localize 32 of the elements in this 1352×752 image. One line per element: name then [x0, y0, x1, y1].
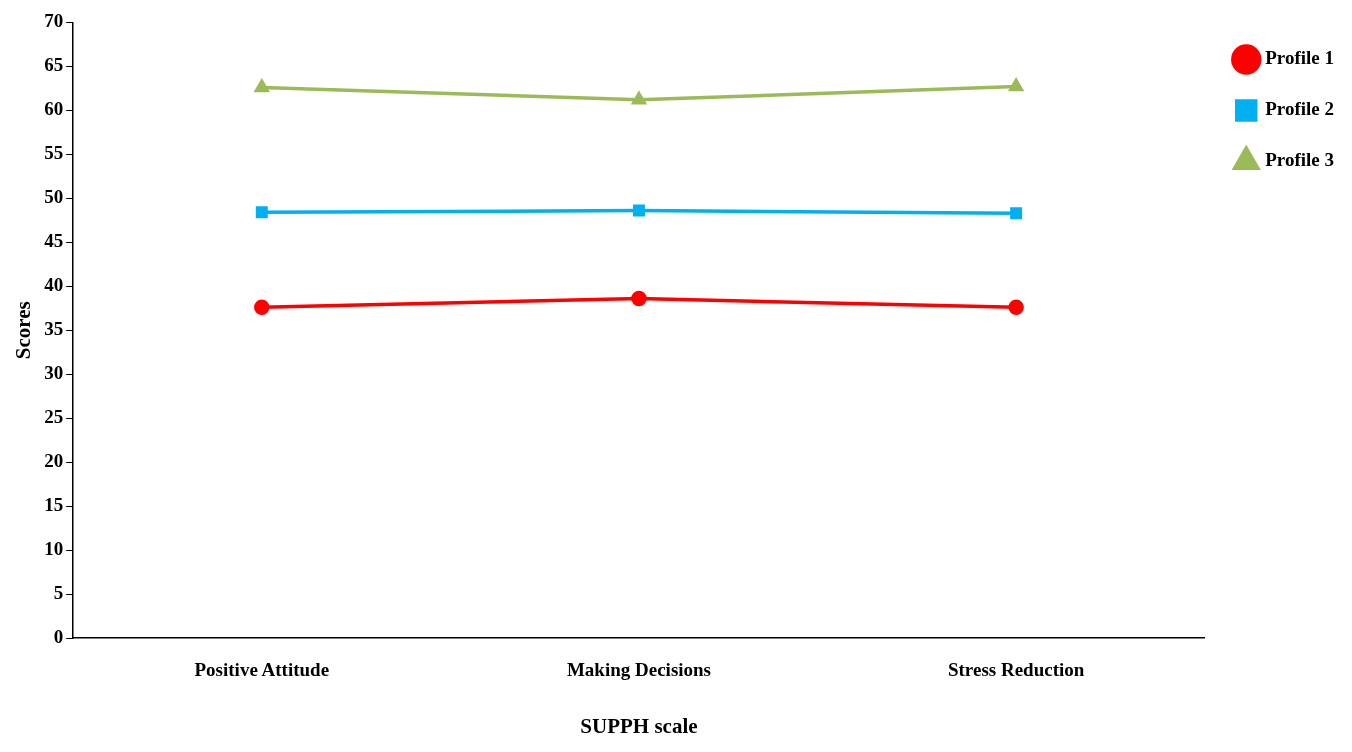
- point: [632, 204, 645, 217]
- point: [1009, 78, 1024, 92]
- point: [632, 92, 646, 105]
- y-tick-label: 40: [44, 274, 64, 296]
- point: [254, 79, 269, 93]
- y-tick-label: 55: [44, 142, 64, 164]
- legend-label: Profile 1: [1265, 47, 1334, 69]
- y-tick-label: 15: [44, 493, 64, 515]
- y-tick-label: 30: [44, 362, 64, 384]
- legend-label: Profile 2: [1265, 98, 1334, 120]
- legend-label: Profile 3: [1265, 149, 1334, 171]
- y-axis-title: Scores: [11, 301, 36, 360]
- y-tick-label: 5: [53, 581, 64, 603]
- y-tick-label: 50: [44, 186, 64, 208]
- point: [254, 299, 270, 316]
- y-tick-label: 10: [44, 537, 64, 559]
- y-tick-label: 60: [44, 98, 64, 120]
- point: [1010, 207, 1023, 220]
- point: [631, 290, 647, 307]
- y-tick-label: 0: [53, 625, 64, 647]
- y-tick-label: 25: [44, 406, 64, 428]
- y-tick-label: 70: [44, 10, 64, 32]
- x-tick-label: Stress Reduction: [947, 659, 1085, 681]
- x-axis-title: SUPPH scale: [580, 713, 698, 738]
- y-tick-label: 45: [44, 230, 64, 252]
- point: [255, 206, 268, 219]
- point: [1008, 299, 1024, 316]
- y-tick-label: 35: [44, 318, 64, 340]
- y-tick-label: 65: [44, 54, 64, 76]
- y-tick-label: 20: [44, 450, 64, 472]
- x-tick-label: Making Decisions: [566, 659, 712, 681]
- x-tick-label: Positive Attitude: [194, 659, 330, 681]
